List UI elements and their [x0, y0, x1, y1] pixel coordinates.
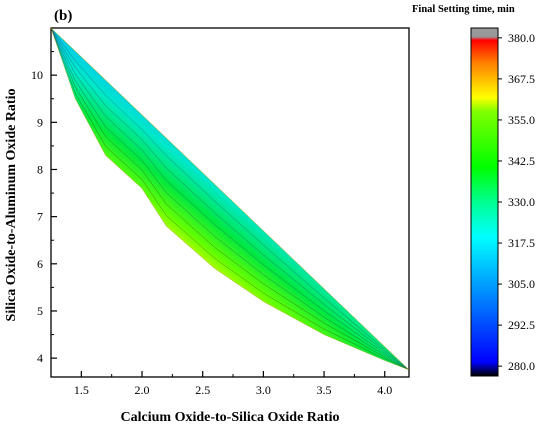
contour-line [51, 28, 409, 370]
colorbar-tick-label: 355.0 [508, 113, 535, 127]
colorbar [470, 27, 499, 377]
y-tick-label: 7 [37, 210, 43, 224]
contour-outline [50, 27, 410, 371]
x-axis-title: Calcium Oxide-to-Silica Oxide Ratio [121, 410, 340, 425]
colorbar-tick-label: 317.5 [508, 236, 535, 250]
y-tick-label: 9 [37, 115, 43, 129]
x-tick-label: 4.0 [377, 383, 392, 397]
colorbar-ticks: 280.0 292.5 305.0 317.5 330.0 342.5 355.0 367.5… [498, 31, 535, 373]
y-tick-label: 6 [37, 257, 43, 271]
colorbar-tick-label: 367.5 [508, 72, 535, 86]
contour-lines [51, 28, 409, 370]
contour-line [51, 28, 409, 370]
x-tick-label: 1.5 [74, 383, 89, 397]
colorbar-tick-label: 380.0 [508, 31, 535, 45]
x-axis-ticks: 1.5 2.0 2.5 3.0 3.5 4.0 [50, 371, 392, 397]
colorbar-tick-label: 342.5 [508, 154, 535, 168]
colorbar-tick-label: 305.0 [508, 277, 535, 291]
y-tick-label: 10 [31, 68, 43, 82]
y-tick-label: 8 [37, 162, 43, 176]
x-tick-label: 3.5 [317, 383, 332, 397]
y-axis-ticks: 4 5 6 7 8 9 10 [31, 51, 57, 365]
colorbar-tick-label: 330.0 [508, 195, 535, 209]
contour-line [51, 28, 409, 370]
colorbar-tick-label: 280.0 [508, 359, 535, 373]
y-tick-label: 4 [37, 351, 43, 365]
colorbar-tick-label: 292.5 [508, 318, 535, 332]
y-axis-title: Silica Oxide-to-Aluminum Oxide Ratio [4, 89, 19, 322]
contour-line [51, 28, 409, 370]
plot-area-frame [50, 27, 410, 378]
x-tick-label: 3.0 [256, 383, 271, 397]
colorbar-title: Final Setting time, min [412, 4, 515, 15]
contour-region [50, 27, 410, 371]
x-tick-label: 2.0 [135, 383, 150, 397]
y-tick-label: 5 [37, 304, 43, 318]
panel-label: (b) [54, 8, 72, 24]
x-tick-label: 2.5 [195, 383, 210, 397]
contour-line [51, 28, 409, 370]
contour-line [51, 28, 409, 370]
